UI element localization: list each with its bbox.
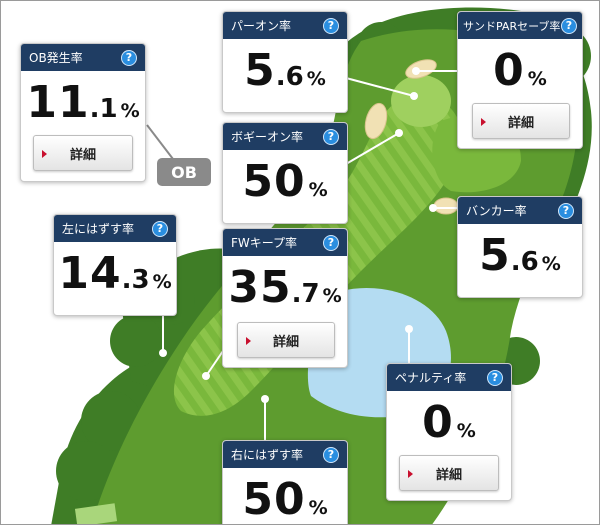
stat-value: 5.6% — [244, 45, 326, 96]
stat-card-sand-par-save-rate: サンドPARセーブ率 ? 0% 詳細 — [457, 11, 583, 149]
stat-label: ペナルティ率 — [395, 371, 467, 385]
stat-card-miss-left-rate: 左にはずす率 ? 14.3% — [53, 214, 177, 316]
stat-label: 左にはずす率 — [62, 222, 135, 236]
stat-value: 50% — [242, 156, 328, 207]
stat-value: 50% — [242, 474, 328, 525]
stat-label: 右にはずす率 — [231, 448, 304, 462]
stat-card-penalty-rate: ペナルティ率 ? 0% 詳細 — [386, 363, 512, 501]
stat-label: バンカー率 — [466, 204, 527, 218]
ob-marker: OB — [157, 158, 211, 186]
stat-value: 0% — [493, 45, 547, 96]
question-circle-icon[interactable]: ? — [561, 17, 577, 34]
question-circle-icon[interactable]: ? — [487, 369, 503, 386]
question-circle-icon[interactable]: ? — [323, 17, 339, 34]
stat-card-bunker-rate: バンカー率 ? 5.6% — [457, 196, 583, 298]
question-circle-icon[interactable]: ? — [558, 202, 574, 219]
triangle-right-icon — [408, 470, 413, 478]
detail-button[interactable]: 詳細 — [237, 322, 335, 358]
stat-value: 0% — [422, 397, 476, 448]
stat-card-miss-right-rate: 右にはずす率 ? 50% — [222, 440, 348, 525]
detail-button[interactable]: 詳細 — [399, 455, 499, 491]
stat-card-fairway-keep-rate: FWキープ率 ? 35.7% 詳細 — [222, 228, 348, 368]
question-circle-icon[interactable]: ? — [323, 128, 339, 145]
question-circle-icon[interactable]: ? — [323, 234, 339, 251]
detail-button[interactable]: 詳細 — [33, 135, 133, 171]
stat-label: ボギーオン率 — [231, 130, 304, 144]
stat-value: 5.6% — [479, 230, 561, 281]
stat-card-par-on-rate: パーオン率 ? 5.6% — [222, 11, 348, 113]
triangle-right-icon — [246, 337, 251, 345]
stat-label: サンドPARセーブ率 — [463, 19, 561, 33]
stat-label: パーオン率 — [231, 19, 292, 33]
stat-value: 35.7% — [228, 262, 342, 313]
stat-card-bogey-on-rate: ボギーオン率 ? 50% — [222, 122, 348, 224]
stat-label: OB発生率 — [29, 51, 83, 65]
stat-card-ob-rate: OB発生率 ? 11.1% 詳細 — [20, 43, 146, 182]
triangle-right-icon — [481, 118, 486, 126]
stat-value: 11.1% — [26, 77, 140, 128]
detail-button[interactable]: 詳細 — [472, 103, 570, 139]
question-circle-icon[interactable]: ? — [323, 446, 339, 463]
question-circle-icon[interactable]: ? — [121, 49, 137, 66]
stat-label: FWキープ率 — [231, 236, 298, 250]
triangle-right-icon — [42, 150, 47, 158]
stat-value: 14.3% — [58, 248, 172, 299]
green — [391, 75, 451, 127]
question-circle-icon[interactable]: ? — [152, 220, 168, 237]
